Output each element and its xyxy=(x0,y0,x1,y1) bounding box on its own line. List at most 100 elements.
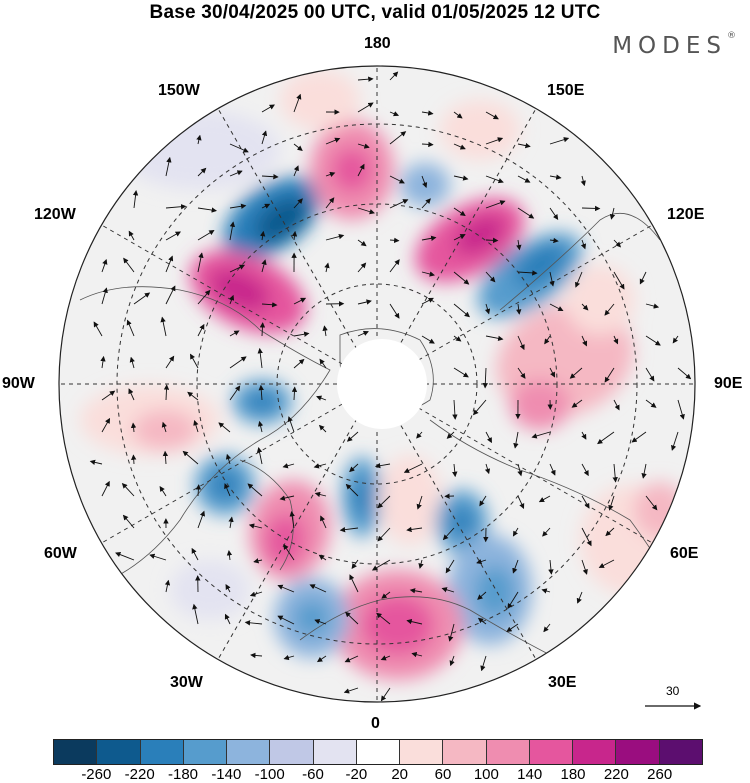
wind-vector xyxy=(421,141,434,148)
wind-vector xyxy=(346,431,359,442)
wind-vector xyxy=(531,431,551,439)
wind-vector xyxy=(293,358,305,369)
wind-vector xyxy=(126,319,135,337)
colorbar-tick-label: -20 xyxy=(345,766,368,783)
wind-vector xyxy=(293,165,299,177)
label-lon-30e: 30E xyxy=(548,674,577,691)
wind-vector xyxy=(128,230,135,241)
meridian-line xyxy=(211,383,378,671)
wind-vector xyxy=(418,559,424,569)
wind-vector xyxy=(485,271,496,283)
wind-vector xyxy=(517,463,523,477)
wind-vector xyxy=(380,687,391,702)
anomaly-blob xyxy=(510,380,570,430)
wind-vector xyxy=(261,174,279,180)
wind-vector xyxy=(506,623,519,633)
wind-vector xyxy=(571,399,583,408)
wind-vector xyxy=(421,271,435,277)
anomaly-blob xyxy=(332,148,372,192)
label-lon-150e: 150E xyxy=(547,82,585,99)
wind-vector xyxy=(581,559,588,575)
meridian-line xyxy=(90,383,378,550)
wind-vector xyxy=(485,175,504,184)
meridian-line xyxy=(376,383,543,671)
wind-vector xyxy=(249,591,263,597)
anomaly-blob xyxy=(247,392,277,412)
colorbar-swatch xyxy=(54,740,98,764)
wind-vector xyxy=(544,335,551,345)
wind-vector xyxy=(452,463,458,478)
wind-vector xyxy=(283,543,295,561)
label-lon-30w: 30W xyxy=(170,674,203,691)
wind-vector xyxy=(576,591,583,604)
wind-vector xyxy=(229,294,235,305)
wind-vector xyxy=(477,591,487,600)
wind-vector xyxy=(549,137,570,145)
wind-vector xyxy=(163,384,170,401)
meridian-line xyxy=(376,218,664,385)
anomaly-blob xyxy=(513,243,567,287)
wind-vector xyxy=(516,303,522,315)
wind-vector xyxy=(485,335,504,341)
wind-vector xyxy=(485,237,499,244)
wind-vector xyxy=(421,335,435,344)
wind-vector xyxy=(441,587,455,593)
wind-vector xyxy=(229,356,247,369)
wind-vector xyxy=(261,302,278,308)
wind-vector xyxy=(645,303,660,309)
wind-vector xyxy=(256,447,263,465)
wind-vector xyxy=(314,491,327,498)
wind-vector xyxy=(581,303,589,311)
colorbar-tick-label: -260 xyxy=(81,766,112,783)
wind-vector xyxy=(452,399,458,420)
colorbar-tick-label: 100 xyxy=(473,766,499,783)
reference-vector-arrow xyxy=(645,702,702,710)
wind-vectors xyxy=(89,71,692,702)
wind-vector xyxy=(389,303,400,319)
label-lon-60w: 60W xyxy=(44,545,77,562)
wind-vector xyxy=(479,495,487,507)
anomaly-blob xyxy=(475,566,515,618)
anomaly-blob xyxy=(362,595,434,655)
wind-vector xyxy=(507,591,519,609)
wind-vector xyxy=(641,463,647,479)
wind-vector xyxy=(325,137,341,145)
wind-vector xyxy=(349,574,359,593)
wind-vector xyxy=(613,335,619,345)
wind-vector xyxy=(229,385,241,401)
wind-vector xyxy=(543,623,551,633)
reference-vector-label: 30 xyxy=(666,684,680,698)
wind-vector xyxy=(165,285,176,305)
wind-vector xyxy=(229,264,246,273)
wind-vector xyxy=(484,303,491,315)
wind-vector xyxy=(244,620,263,626)
wind-vector xyxy=(316,655,327,663)
wind-vector xyxy=(325,171,336,177)
colorbar-tick-label: -220 xyxy=(124,766,155,783)
wind-vector xyxy=(677,367,692,380)
wind-vector xyxy=(598,559,615,568)
wind-vector xyxy=(182,450,199,465)
wind-vector xyxy=(229,330,240,337)
meridian-line xyxy=(376,383,664,550)
wind-vector xyxy=(318,424,327,433)
wind-vector xyxy=(376,612,391,625)
wind-vector xyxy=(645,367,655,382)
wind-vector xyxy=(122,514,135,529)
wind-vector xyxy=(197,289,211,305)
anomaly-blob xyxy=(210,268,270,312)
colorbar-tick-label: -60 xyxy=(302,766,324,783)
wind-vector xyxy=(597,431,615,445)
colorbar xyxy=(53,739,703,765)
wind-vector xyxy=(129,356,135,369)
wind-vector xyxy=(377,495,391,509)
wind-vector xyxy=(612,463,618,483)
label-lon-180: 180 xyxy=(364,35,391,52)
wind-vector xyxy=(513,431,519,449)
polar-map xyxy=(58,65,696,703)
wind-vector xyxy=(580,175,586,187)
wind-vector xyxy=(133,292,151,305)
wind-vector xyxy=(324,262,330,273)
colorbar-swatch xyxy=(573,740,617,764)
wind-vector xyxy=(197,167,207,177)
